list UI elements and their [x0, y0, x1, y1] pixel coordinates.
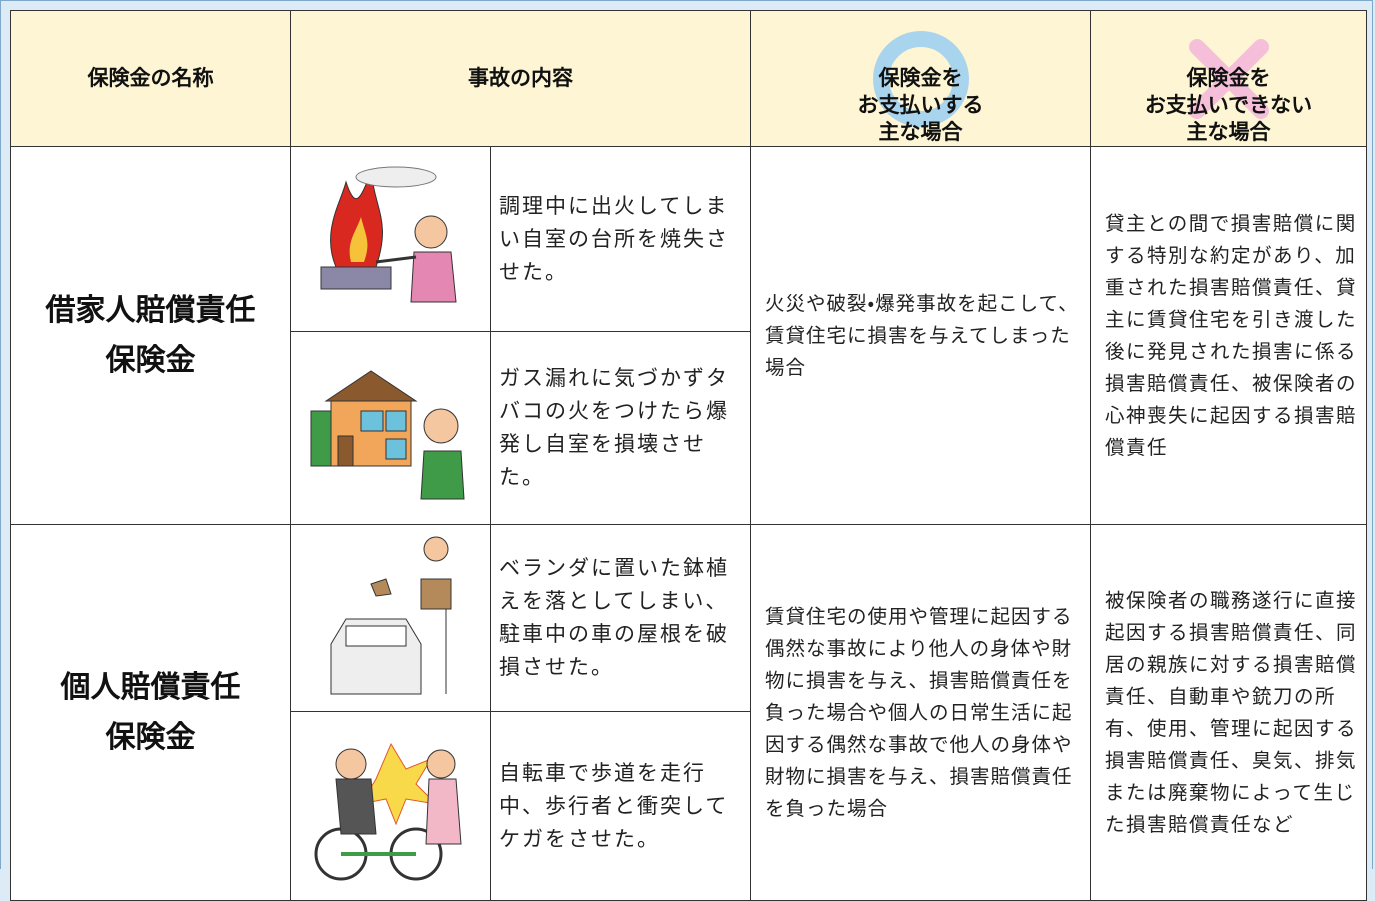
circle-mark [872, 30, 969, 127]
covered-text: 賃貸住宅の使用や管理に起因する偶然な事故により他人の身体や財物に損害を与え、損害… [750, 524, 1091, 901]
bicycle-illustration [314, 742, 462, 881]
header-label: 保険金の名称 [87, 66, 214, 90]
covered-text: 火災や破裂・爆発事故を起こして、賃貸住宅に損害を与えてしまった場合 [750, 146, 1091, 525]
illustration-cell [290, 331, 491, 525]
header-label: 保険金を お支払いする 主な場合 [857, 66, 984, 144]
header-cell: 保険金の名称 [10, 10, 291, 147]
row: 個人賠償責任 保険金 ベランダに置いた鉢植えを落としてしまい、駐車中の車の屋根を… [10, 524, 1367, 901]
header-row: 保険金の名称 事故の内容 保険金を お支払いする 主な場合 保険金を お支払いで… [10, 10, 1367, 147]
illustration-cell [290, 524, 491, 712]
car-illustration [330, 536, 451, 694]
illustration-cell [290, 711, 491, 901]
incident-text: 自転車で歩道を走行中、歩行者と衝突してケガをさせた。 [490, 711, 751, 901]
cross-mark [1188, 38, 1269, 119]
row: 借家人賠償責任 保険金 調理中に出火してしまい自室の台所を焼失させた。 火災や破… [10, 146, 1367, 525]
header-cell: 事故の内容 [290, 10, 751, 147]
not-covered-text: 貸主との間で損害賠償に関する特別な約定があり、加重された損害賠償責任、貸主に賃貸… [1090, 146, 1367, 525]
header-cell: 保険金を お支払いできない 主な場合 [1090, 10, 1367, 147]
not-covered-text: 被保険者の職務遂行に直接起因する損害賠償責任、同居の親族に対する損害賠償責任、自… [1090, 524, 1367, 901]
header-label: 保険金を お支払いできない 主な場合 [1144, 66, 1313, 144]
fire-illustration [320, 166, 457, 303]
house-illustration [310, 370, 465, 500]
header-label: 事故の内容 [468, 66, 573, 90]
insurance-name: 個人賠償責任 保険金 [10, 524, 291, 901]
insurance-name: 借家人賠償責任 保険金 [10, 146, 291, 525]
frame [0, 0, 1373, 869]
incident-text: ガス漏れに気づかずタバコの火をつけたら爆発し自室を損壊させた。 [490, 331, 751, 525]
insurance-table: 保険金の名称 事故の内容 保険金を お支払いする 主な場合 保険金を お支払いで… [10, 10, 1367, 901]
illustration-cell [290, 146, 491, 332]
row: ガス漏れに気づかずタバコの火をつけたら爆発し自室を損壊させた。 [11, 331, 1367, 525]
incident-text: ベランダに置いた鉢植えを落としてしまい、駐車中の車の屋根を破損させた。 [490, 524, 751, 712]
header-cell: 保険金を お支払いする 主な場合 [750, 10, 1091, 147]
incident-text: 調理中に出火してしまい自室の台所を焼失させた。 [490, 146, 751, 332]
